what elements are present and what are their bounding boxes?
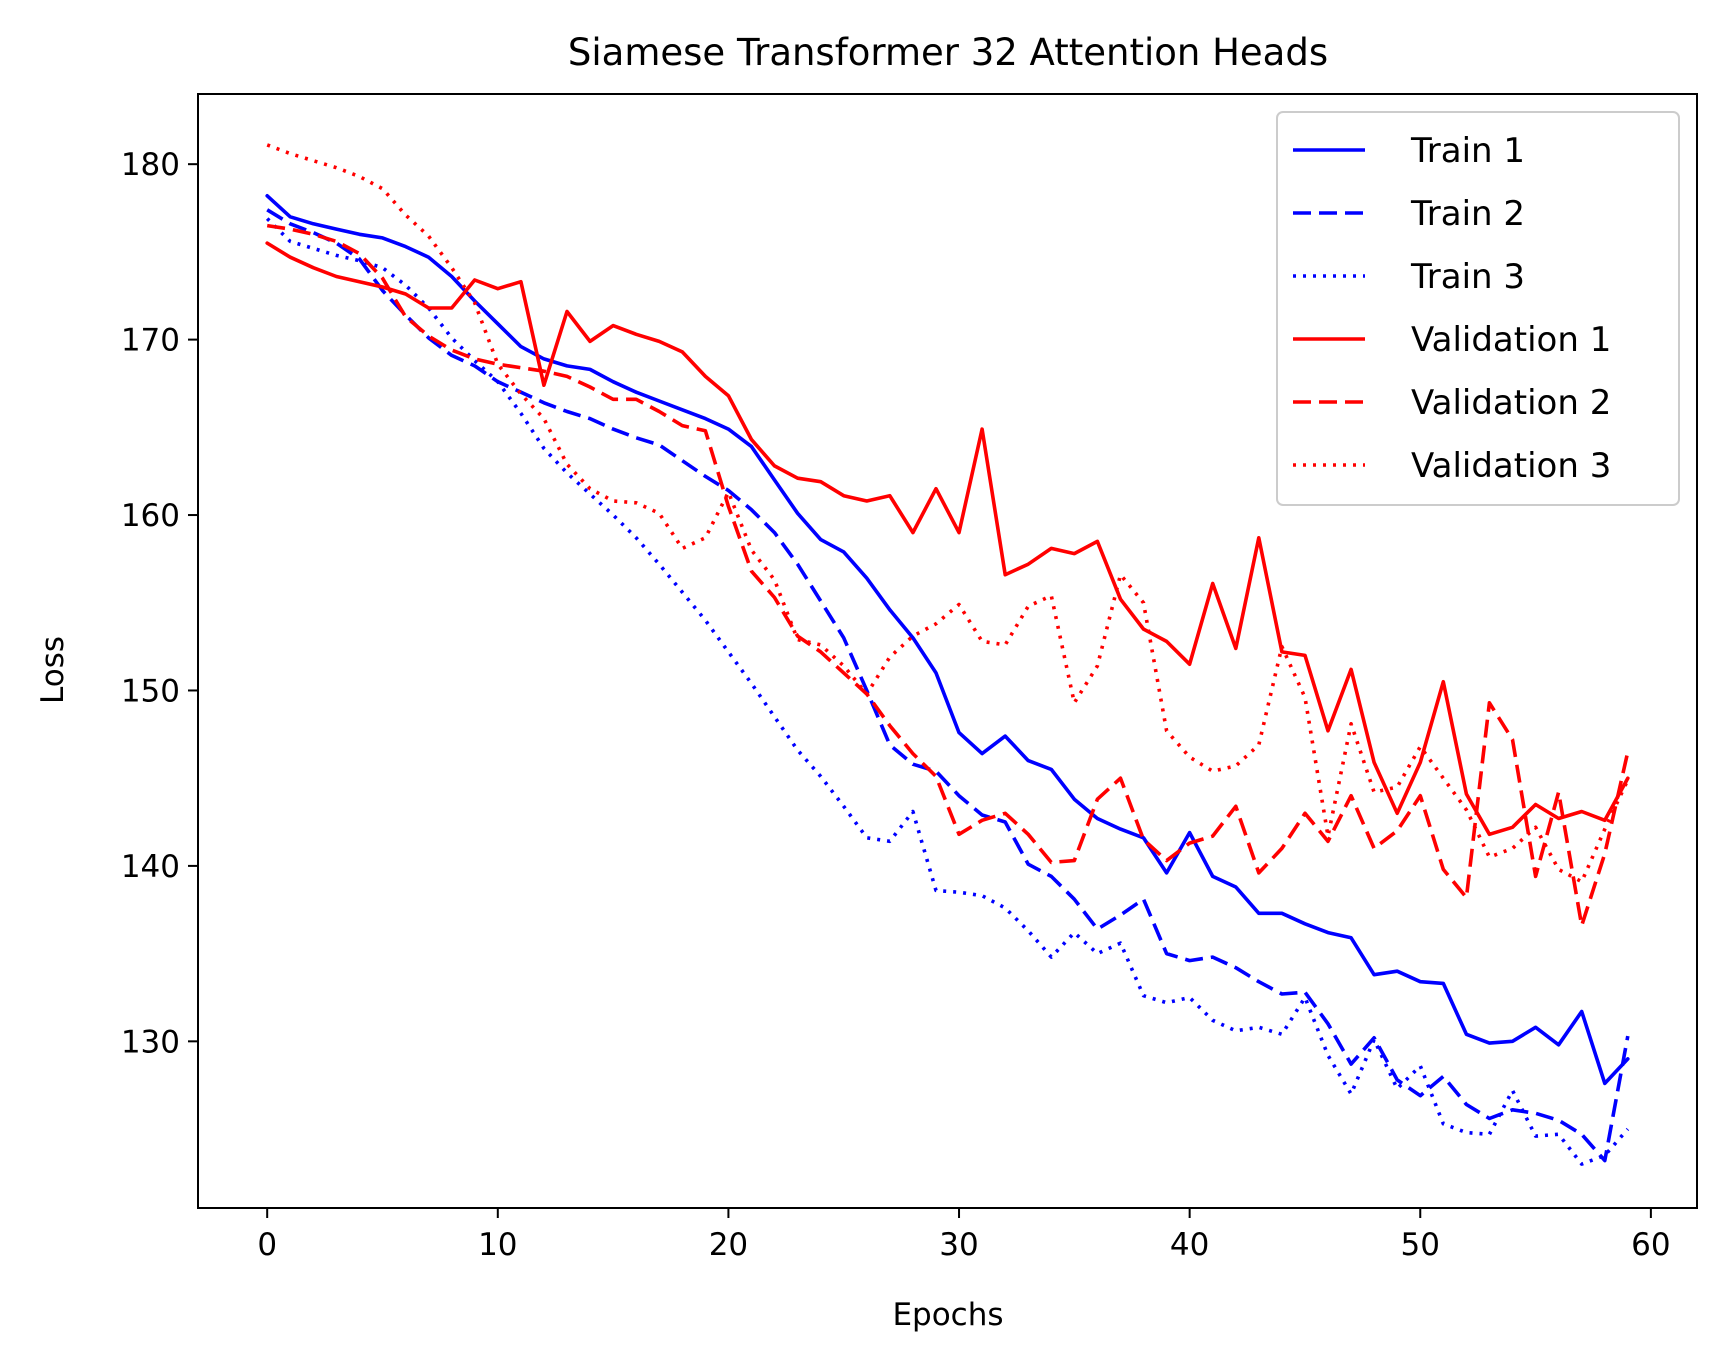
x-tick-label: 10 [478,1227,517,1263]
y-tick-label: 180 [121,147,180,183]
legend-box [1276,111,1680,506]
x-tick-label: 40 [1170,1227,1209,1263]
axes-layer: 0 10 20 30 40 50 60 130 140 150 160 170 180 [121,93,1698,1263]
legend-entry-3: Train 3 [1410,257,1525,297]
y-axis-label: Loss [35,636,71,704]
series-line-3 [265,217,1630,1166]
axes-frame [197,93,1698,1209]
legend: Train 1 Train 2 Train 3 Validation 1 Validat… [1276,111,1680,506]
x-tick-label: 30 [939,1227,978,1263]
x-tick-label: 60 [1631,1227,1670,1263]
series-line-5 [266,223,1630,928]
chart-title: Siamese Transformer 32 Attention Heads [568,31,1328,74]
x-tick-label: 0 [257,1227,277,1263]
y-tick-label: 140 [121,849,180,885]
x-tick-label: 50 [1401,1227,1440,1263]
series-line-1 [265,194,1630,1086]
x-axis-label: Epochs [892,1297,1003,1333]
series-layer [265,143,1630,1166]
y-tick-label: 150 [121,673,180,709]
y-tick-label: 170 [121,323,180,359]
series-line-2 [266,208,1630,1163]
series-line-4 [265,241,1630,837]
legend-entry-2: Train 2 [1410,194,1525,234]
y-tick-label: 160 [121,498,180,534]
y-tick-label: 130 [121,1024,180,1060]
legend-entry-4: Validation 1 [1411,320,1611,360]
legend-entry-1: Train 1 [1410,131,1525,171]
legend-entry-6: Validation 3 [1411,446,1611,486]
x-tick-label: 20 [709,1227,748,1263]
legend-entry-5: Validation 2 [1411,383,1611,423]
